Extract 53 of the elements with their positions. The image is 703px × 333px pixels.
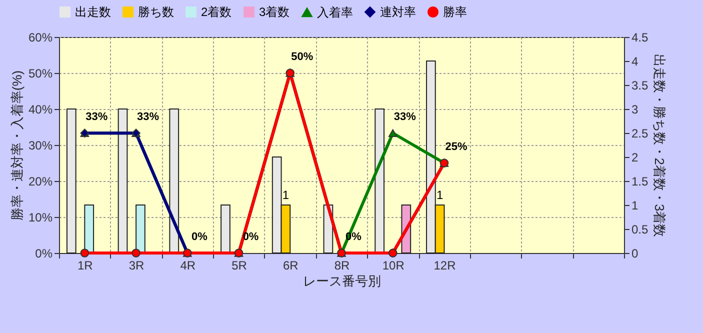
legend-label: 出走数 bbox=[75, 5, 111, 19]
y-tick-label: 50% bbox=[28, 66, 53, 80]
y2-tick-label: 3.5 bbox=[632, 78, 649, 92]
point bbox=[388, 129, 398, 137]
y-tick-label: 0% bbox=[35, 246, 53, 260]
x-tick-label: 12R bbox=[434, 258, 456, 272]
x-tick-label: 8R bbox=[334, 258, 350, 272]
data-label: 33% bbox=[137, 111, 160, 124]
data-label: 25% bbox=[445, 141, 468, 153]
y2-tick-label: 4.5 bbox=[632, 30, 649, 44]
y2-tick-label: 0.5 bbox=[632, 222, 649, 236]
data-label: 1 bbox=[282, 188, 290, 202]
bar bbox=[136, 204, 146, 254]
bar bbox=[66, 108, 76, 254]
x-tick-label: 3R bbox=[128, 258, 145, 272]
data-label: 33% bbox=[86, 111, 108, 124]
y2-tick-label: 1.5 bbox=[632, 174, 649, 188]
x-tick-label: 5R bbox=[232, 258, 248, 272]
legend-label: 3着数 bbox=[259, 5, 290, 19]
legend-label: 入着率 bbox=[317, 5, 353, 20]
y-tick-label: 30% bbox=[28, 138, 53, 152]
bar bbox=[220, 204, 230, 254]
y2-tick-label: 1 bbox=[632, 198, 638, 212]
y2-tick-label: 2.5 bbox=[632, 126, 649, 140]
legend-label: 勝率 bbox=[443, 5, 467, 19]
x-tick-label: 6R bbox=[282, 258, 299, 272]
bar bbox=[118, 108, 128, 254]
legend-label: 2着数 bbox=[201, 5, 232, 19]
point bbox=[80, 248, 90, 258]
y-tick-label: 40% bbox=[28, 102, 53, 116]
y2-axis-title: 出走数・勝ち数・2着数・3着数 bbox=[652, 54, 668, 238]
data-label: 0% bbox=[191, 231, 208, 243]
x-tick-label: 1R bbox=[78, 258, 94, 272]
bar bbox=[169, 108, 180, 254]
data-label: 50% bbox=[291, 51, 314, 63]
y-tick-label: 60% bbox=[28, 30, 53, 44]
x-tick-label: 4R bbox=[180, 258, 196, 272]
data-label: 33% bbox=[394, 111, 416, 124]
y-tick-label: 10% bbox=[28, 210, 53, 224]
y2-tick-label: 0 bbox=[632, 246, 638, 260]
y2-tick-label: 3 bbox=[632, 102, 638, 116]
y-axis-title: 勝率・連対率・入着率(%) bbox=[9, 70, 24, 221]
bar bbox=[374, 108, 385, 254]
y-tick-label: 20% bbox=[28, 174, 53, 188]
legend-label: 勝ち数 bbox=[138, 5, 174, 19]
x-axis-title: レース番号別 bbox=[303, 274, 381, 288]
legend-label: 連対率 bbox=[380, 5, 416, 19]
bar bbox=[84, 204, 94, 254]
y2-tick-label: 4 bbox=[632, 54, 638, 68]
point bbox=[132, 248, 140, 258]
x-tick-label: 10R bbox=[382, 258, 405, 272]
data-label: 1 bbox=[436, 188, 444, 202]
y2-tick-label: 2 bbox=[632, 150, 638, 164]
